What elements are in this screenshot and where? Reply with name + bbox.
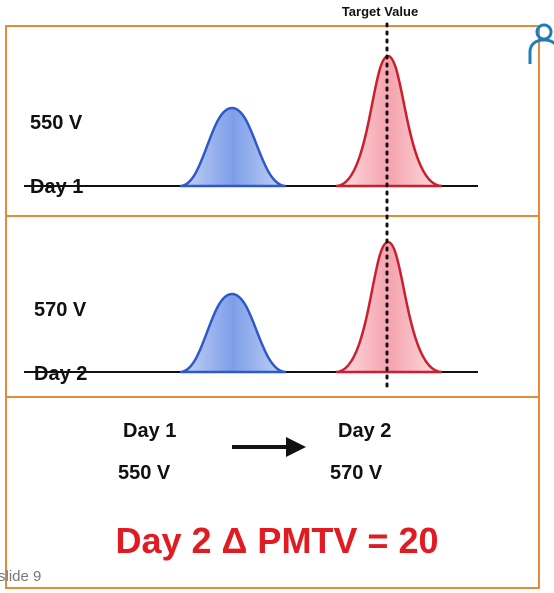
result-text: Day 2 Δ PMTV = 20 [115, 520, 439, 561]
panel2-day: Day 2 [34, 363, 88, 385]
target-value-label: Target Value [341, 4, 419, 19]
panel1-voltage: 550 V [30, 112, 83, 134]
arrow-right-icon [232, 437, 306, 457]
panel2-label: 570 V Day 2 [34, 262, 87, 422]
slide-label: slide 9 [0, 568, 42, 585]
red-peak-panel1 [335, 54, 443, 188]
blue-peak-panel2 [179, 292, 287, 374]
from-voltage: 550 V [118, 462, 171, 484]
from-day: Day 1 [123, 420, 177, 442]
red-peak-panel2 [335, 240, 443, 374]
panel2-voltage: 570 V [34, 299, 87, 321]
user-icon[interactable] [526, 22, 554, 68]
to-day: Day 2 [338, 420, 392, 442]
panel-comparison [5, 396, 540, 589]
panel1-day: Day 1 [30, 176, 84, 198]
blue-peak-panel1 [179, 106, 287, 188]
panel1-label: 550 V Day 1 [30, 75, 83, 235]
to-voltage: 570 V [330, 462, 383, 484]
